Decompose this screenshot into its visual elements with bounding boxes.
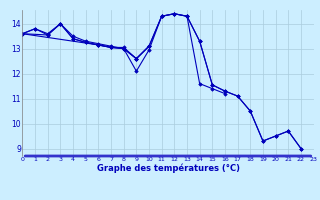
X-axis label: Graphe des températures (°C): Graphe des températures (°C) bbox=[97, 163, 239, 173]
